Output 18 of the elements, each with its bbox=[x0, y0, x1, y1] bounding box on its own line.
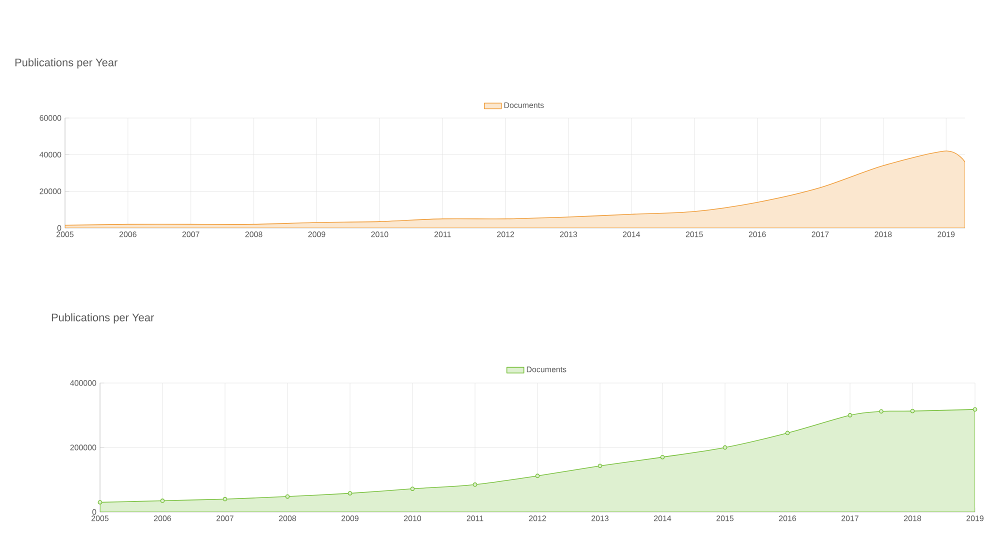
point bbox=[160, 498, 165, 503]
point bbox=[535, 474, 540, 478]
point bbox=[910, 408, 915, 414]
point bbox=[972, 407, 978, 412]
point bbox=[98, 500, 102, 505]
chart-title: Publications per Year bbox=[52, 313, 154, 324]
point bbox=[879, 409, 884, 414]
point bbox=[410, 486, 415, 491]
point bbox=[472, 482, 478, 487]
point bbox=[660, 454, 665, 460]
point bbox=[598, 464, 602, 468]
point bbox=[848, 413, 852, 418]
point bbox=[222, 496, 228, 502]
point bbox=[285, 494, 290, 499]
chart-title: Publications per Year bbox=[15, 58, 118, 68]
point bbox=[722, 445, 728, 450]
point bbox=[348, 491, 352, 496]
point bbox=[785, 430, 790, 436]
